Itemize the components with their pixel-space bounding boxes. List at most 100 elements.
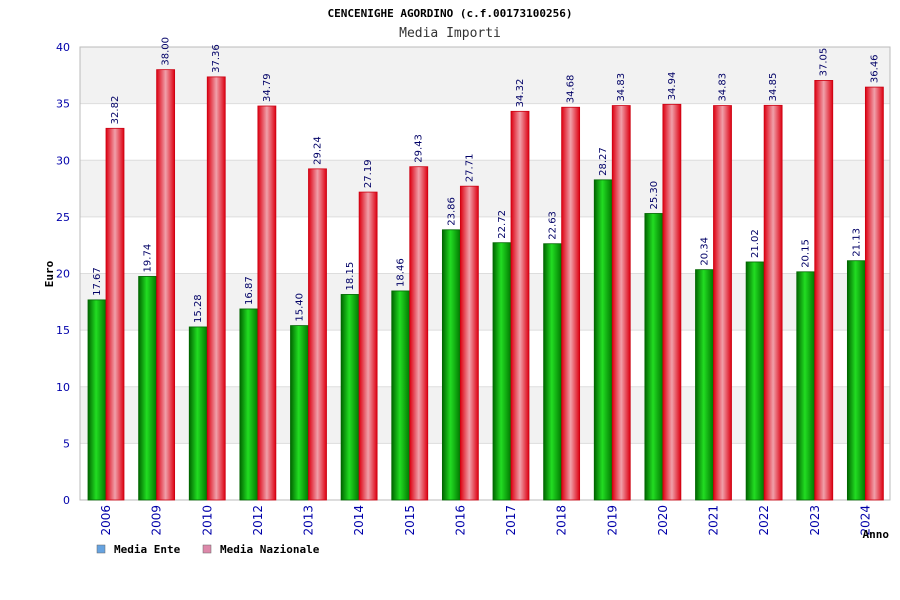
bar-media-nazionale	[713, 105, 732, 501]
x-tick-label: 2013	[302, 505, 316, 536]
data-label: 19.74	[143, 244, 154, 273]
bar-media-nazionale	[105, 127, 125, 501]
legend-label: Media Nazionale	[220, 543, 320, 556]
bar-media-nazionale	[763, 104, 783, 501]
x-tick-label: 2012	[251, 505, 265, 536]
bar-media-ente	[846, 260, 866, 501]
x-tick-label: 2023	[808, 505, 822, 536]
bar-media-nazionale	[814, 80, 834, 501]
data-label: 18.46	[396, 258, 407, 287]
data-label: 29.24	[313, 136, 324, 165]
chart-subtitle: Media Importi	[399, 26, 501, 41]
data-label: 15.28	[193, 294, 204, 323]
legend-swatch	[202, 544, 212, 554]
x-tick-label: 2018	[555, 505, 569, 536]
y-tick-label: 10	[56, 381, 70, 394]
bar-media-ente	[391, 290, 411, 501]
data-label: 36.46	[869, 54, 880, 83]
y-axis-ticks: 0 5 10 15 20 25 30 35 40	[56, 41, 70, 507]
x-tick-label: 2015	[403, 505, 417, 536]
x-tick-label: 2014	[352, 505, 366, 536]
y-tick-label: 5	[63, 437, 70, 450]
bar-media-ente	[87, 299, 107, 501]
bar-media-ente	[745, 261, 765, 501]
data-label: 22.63	[548, 211, 559, 240]
bar-media-nazionale	[662, 103, 682, 501]
y-tick-label: 0	[63, 494, 70, 507]
y-axis-title: Euro	[43, 260, 56, 287]
data-label: 34.68	[566, 75, 577, 104]
data-label: 17.67	[92, 267, 103, 296]
y-tick-label: 15	[56, 324, 70, 337]
x-tick-label: 2017	[504, 505, 518, 536]
data-label: 23.86	[446, 197, 457, 226]
bar-media-nazionale	[206, 76, 226, 501]
data-label: 18.15	[345, 262, 356, 291]
data-label: 37.36	[211, 44, 222, 73]
data-label: 27.71	[464, 154, 475, 183]
data-label: 20.15	[801, 239, 812, 268]
data-label: 16.87	[244, 276, 255, 305]
data-label: 28.27	[598, 147, 609, 176]
plot-frame	[79, 46, 891, 501]
bar-media-nazionale	[409, 166, 429, 501]
bar-media-ente	[796, 271, 816, 501]
bar-media-ente	[290, 325, 309, 501]
x-tick-label: 2006	[99, 505, 113, 536]
bar-media-ente	[441, 229, 461, 501]
legend-swatch	[96, 544, 106, 554]
x-tick-label: 2020	[656, 505, 670, 536]
legend: Media Ente Media Nazionale	[96, 543, 320, 556]
y-tick-label: 25	[56, 211, 70, 224]
bar-media-nazionale	[459, 185, 479, 501]
data-label: 15.40	[295, 293, 306, 322]
x-axis-title: Anno	[863, 528, 890, 541]
x-axis-ticks: 2006 2009 2010 2012 2013 2014 2015 2016 2017 2018…	[99, 505, 872, 536]
data-label: 34.83	[616, 73, 627, 102]
y-tick-label: 20	[56, 268, 70, 281]
data-label: 27.19	[363, 159, 374, 188]
data-label: 25.30	[649, 181, 660, 210]
x-tick-label: 2022	[757, 505, 771, 536]
y-tick-label: 35	[56, 98, 70, 111]
bar-media-nazionale	[561, 106, 581, 501]
data-labels: 17.67 32.82 19.74 38.00 15.28 37.36 16.87 34.79…	[92, 37, 880, 323]
data-label: 32.82	[110, 96, 121, 125]
x-tick-label: 2009	[150, 505, 164, 536]
data-label: 37.05	[819, 48, 830, 77]
data-label: 34.32	[515, 79, 526, 108]
y-tick-label: 40	[56, 41, 70, 54]
bar-media-ente	[593, 179, 613, 501]
x-tick-label: 2010	[200, 505, 214, 536]
bar-media-nazionale	[156, 69, 176, 501]
bar-media-ente	[644, 213, 664, 501]
data-label: 20.34	[700, 237, 711, 266]
bar-media-nazionale	[308, 168, 327, 501]
chart-title: CENCENIGHE AGORDINO (c.f.00173100256)	[327, 7, 572, 20]
x-tick-label: 2016	[453, 505, 467, 536]
bar-media-nazionale	[358, 191, 378, 501]
bars	[87, 69, 884, 501]
x-tick-label: 2021	[707, 505, 721, 536]
bar-media-nazionale	[510, 110, 530, 501]
data-label: 22.72	[497, 210, 508, 239]
bar-media-ente	[188, 326, 208, 501]
data-label: 29.43	[414, 134, 425, 163]
data-label: 21.02	[750, 229, 761, 258]
y-tick-label: 30	[56, 154, 70, 167]
x-tick-label: 2019	[605, 505, 619, 536]
bar-media-ente	[543, 243, 563, 501]
bar-media-nazionale	[257, 105, 277, 501]
data-label: 34.94	[667, 72, 678, 101]
bar-media-nazionale	[611, 105, 631, 501]
bar-media-ente	[340, 294, 360, 501]
data-label: 21.13	[851, 228, 862, 257]
bar-media-nazionale	[864, 86, 884, 501]
data-label: 38.00	[161, 37, 172, 66]
data-label: 34.85	[768, 73, 779, 102]
bar-media-ente	[138, 276, 158, 501]
data-label: 34.83	[718, 73, 729, 102]
x-tick-label: 2024	[858, 505, 872, 536]
data-label: 34.79	[262, 73, 273, 102]
